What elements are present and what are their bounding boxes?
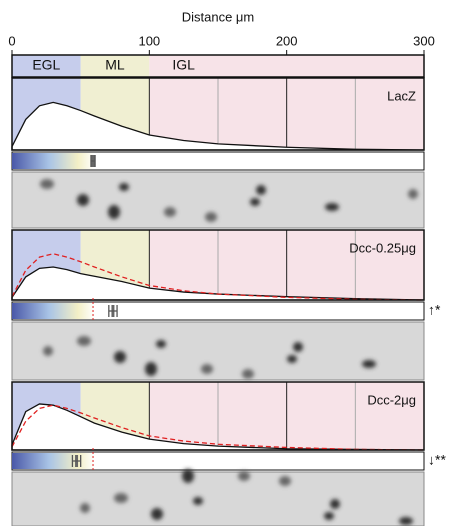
header-frame <box>11 54 425 78</box>
cell <box>43 346 53 356</box>
cell <box>399 517 413 525</box>
position-bar-gradient <box>12 303 95 319</box>
reference-curve <box>11 253 425 301</box>
cell <box>287 355 297 363</box>
layer-label: ML <box>105 57 125 73</box>
reference-curve <box>11 404 425 451</box>
panel-title: Dcc-2μg <box>367 392 416 407</box>
x-tick-label: 0 <box>8 33 15 48</box>
position-bar-gradient <box>12 153 95 169</box>
panel-title: LacZ <box>387 88 416 103</box>
position-bar-gradient <box>12 453 95 469</box>
cell <box>145 362 157 376</box>
layer-band <box>149 55 425 77</box>
layer-band <box>80 55 150 77</box>
cell <box>408 189 418 199</box>
micrograph-cells <box>80 469 413 525</box>
cell <box>77 194 89 206</box>
mean-error <box>71 455 82 467</box>
mean-error <box>108 305 118 317</box>
cell <box>108 205 120 219</box>
cell <box>242 369 254 379</box>
cell <box>193 497 203 505</box>
significance: ↓** <box>428 452 446 468</box>
layer-label: EGL <box>32 57 60 73</box>
cell <box>119 183 129 191</box>
panel-frame <box>11 229 425 301</box>
significance: ↑* <box>428 302 441 318</box>
mean-error <box>90 155 96 167</box>
cell <box>182 469 194 483</box>
cell <box>80 503 90 513</box>
cell <box>156 340 166 348</box>
panel-title: Dcc-0.25μg <box>349 240 416 255</box>
cell <box>40 179 54 189</box>
cell <box>279 476 291 486</box>
layer-band <box>12 55 81 77</box>
micrograph <box>11 171 425 229</box>
cell <box>164 207 176 217</box>
micrograph <box>11 471 425 526</box>
cell <box>114 493 128 503</box>
micrograph <box>11 321 425 381</box>
cell <box>201 364 213 374</box>
cell <box>151 508 163 520</box>
cell <box>330 499 340 509</box>
cell <box>250 198 260 206</box>
micrograph-cells <box>43 336 376 379</box>
cell <box>238 471 250 481</box>
x-tick-label: 200 <box>276 33 298 48</box>
x-tick-label: 300 <box>413 33 435 48</box>
x-tick-label: 100 <box>138 33 160 48</box>
cell <box>293 342 303 352</box>
micrograph-cells <box>40 179 418 222</box>
cell <box>205 212 217 222</box>
cell <box>114 351 126 363</box>
cell <box>324 512 334 520</box>
panel-frame <box>11 381 425 451</box>
panel-frame <box>11 77 425 151</box>
x-axis-title: Distance μm <box>182 9 255 24</box>
cell <box>256 185 266 195</box>
layer-label: IGL <box>172 57 195 73</box>
cell <box>77 336 91 346</box>
cell <box>362 360 376 368</box>
cell <box>325 203 339 211</box>
